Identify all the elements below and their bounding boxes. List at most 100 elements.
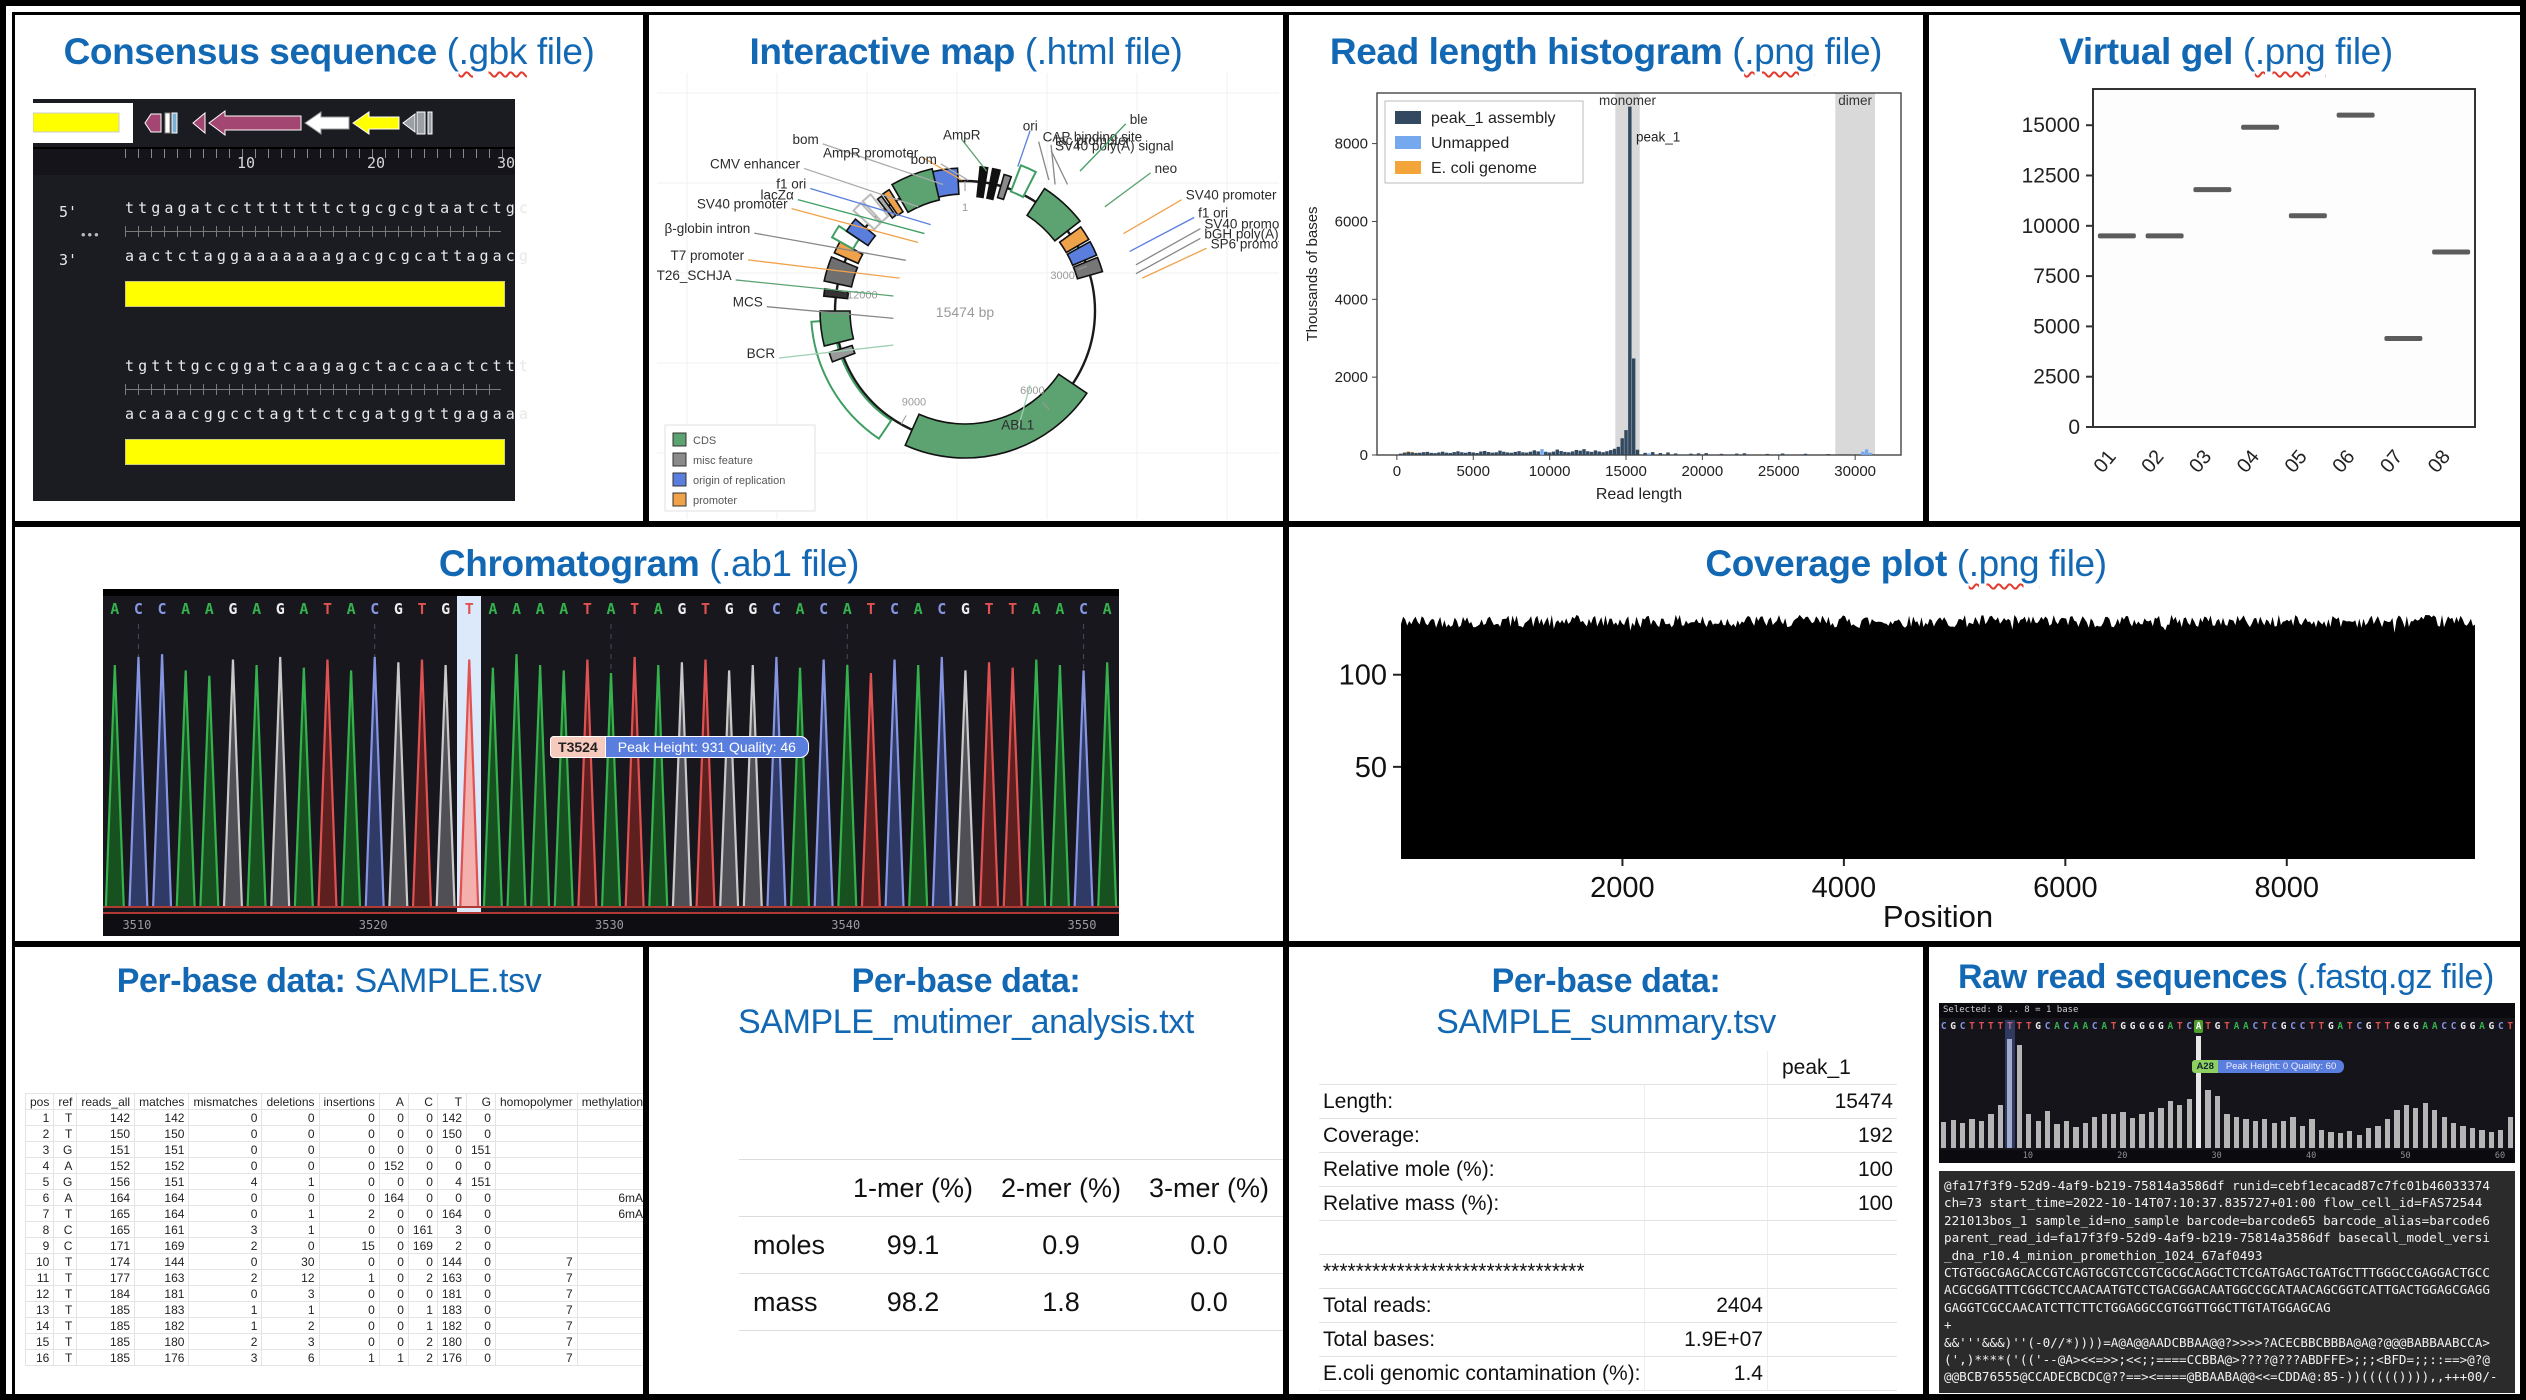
base-call: G — [2148, 1021, 2155, 1032]
table-cell: 7 — [494, 1253, 578, 1270]
svg-text:GST26_SCHJA: GST26_SCHJA — [657, 268, 732, 283]
quality-bar — [2422, 1103, 2428, 1148]
quality-bar — [2205, 1089, 2211, 1148]
svg-text:08: 08 — [2424, 446, 2455, 477]
axis-label: 20 — [2117, 1151, 2128, 1161]
table-cell: 0 — [318, 1253, 380, 1270]
table-cell: 0 — [436, 1189, 467, 1206]
base-call: C — [2299, 1021, 2306, 1032]
table-cell: 184 — [76, 1285, 136, 1302]
table-cell: 0 — [261, 1109, 320, 1126]
table-cell: 2 — [436, 1237, 467, 1254]
table-cell: 142 — [134, 1109, 190, 1126]
table-cell — [494, 1173, 578, 1190]
table-row: 11 T 177 163 2 12 1 0 2 163 0 7 — [24, 1269, 643, 1286]
base-call: A — [2233, 1021, 2240, 1032]
column-header: mismatches — [188, 1093, 263, 1110]
table-cell: 0 — [318, 1285, 380, 1302]
table-cell: 171 — [76, 1237, 136, 1254]
base-call: T — [1978, 1021, 1985, 1032]
read-length-histogram-chart: monomer dimer 0 2000 4000 6000 8000 0 5000 10000 1… — [1304, 92, 1902, 503]
table-cell: A — [53, 1189, 78, 1206]
quality-bar — [2347, 1131, 2353, 1148]
table-cell: 0 — [407, 1157, 438, 1174]
panel-consensus-sequence: Consensus sequence (.gbk file) 10 20 — [12, 12, 646, 524]
table-cell: 2404 — [1644, 1288, 1768, 1323]
table-cell: 0 — [318, 1189, 380, 1206]
base-call: A — [842, 600, 852, 618]
svg-text:SV40 promoter: SV40 promoter — [1204, 217, 1279, 232]
base-call: G — [393, 600, 403, 618]
svg-text:2500: 2500 — [2033, 366, 2080, 389]
quality-bar — [2384, 1118, 2391, 1148]
base-call: A — [2193, 1020, 2204, 1033]
base-call: C — [2271, 1021, 2278, 1032]
svg-text:bom: bom — [792, 132, 818, 147]
file-extension: .png — [1744, 31, 1815, 72]
table-cell: 165 — [76, 1205, 136, 1222]
table-cell — [494, 1205, 578, 1222]
table-cell: Relative mole (%): — [1319, 1152, 1645, 1187]
base-call: C — [2441, 1021, 2448, 1032]
svg-text:AmpR promoter: AmpR promoter — [823, 145, 919, 160]
base-call: T — [700, 600, 711, 618]
base-call: G — [2488, 1021, 2495, 1032]
quality-bar — [2044, 1111, 2051, 1148]
quality-bar — [2271, 1123, 2277, 1148]
axis-label: 30 — [2211, 1151, 2222, 1161]
quality-bar — [2450, 1123, 2457, 1148]
column-header — [1645, 1051, 1767, 1085]
coverage-chart: 2000 4000 6000 8000 50 100 Position — [1339, 614, 2475, 933]
base-call: T — [2375, 1021, 2381, 1032]
svg-text:f1 ori: f1 ori — [1198, 205, 1228, 220]
table-cell: 0 — [318, 1301, 380, 1318]
table-cell: 1 — [188, 1301, 263, 1318]
base-call: A — [1102, 600, 1112, 618]
base-call: T — [2507, 1021, 2514, 1032]
table-cell: 0.0 — [1135, 1273, 1283, 1331]
svg-text:20000: 20000 — [1682, 463, 1724, 480]
svg-text:12500: 12500 — [2022, 165, 2080, 188]
base-call: T — [582, 600, 592, 618]
axis-label: 3520 — [358, 918, 388, 932]
quality-bar — [2479, 1130, 2485, 1148]
quality-bar — [2186, 1098, 2192, 1148]
tooltip-base-id: T3524 — [550, 735, 606, 758]
svg-text:04: 04 — [2233, 446, 2264, 477]
base-call: A — [2167, 1021, 2174, 1032]
base-call: A — [110, 600, 120, 618]
base-call: A — [346, 600, 356, 618]
table-cell — [576, 1141, 643, 1158]
axis-label: 3510 — [122, 918, 152, 932]
table-cell — [494, 1141, 578, 1158]
quality-bar — [2101, 1114, 2107, 1148]
table-row — [1319, 1220, 1897, 1255]
svg-text:f1 ori: f1 ori — [776, 177, 806, 192]
table-cell: 0 — [465, 1301, 496, 1318]
table-cell: 169 — [134, 1237, 190, 1254]
base-call: T — [2318, 1021, 2325, 1032]
svg-text:SV40 promoter: SV40 promoter — [1186, 188, 1277, 203]
panel-interactive-map: Interactive map (.html file) 1 3000 6000 90… — [646, 12, 1286, 524]
svg-text:neo: neo — [1155, 161, 1178, 176]
svg-text:lacZα: lacZα — [761, 188, 795, 203]
table-cell: 4 — [24, 1157, 55, 1174]
axis-label: 3550 — [1067, 918, 1097, 932]
svg-text:Position: Position — [1883, 899, 1993, 933]
panel-title: Raw read sequences (.fastq.gz file) — [1958, 958, 2494, 996]
table-cell — [576, 1317, 643, 1334]
table-cell: 0 — [378, 1285, 409, 1302]
position-axis: 3510 3520 3530 3540 3550 — [103, 912, 1119, 936]
table-cell: T — [53, 1301, 78, 1318]
base-call: T — [2309, 1021, 2315, 1032]
sequence-bottom-1: aactctaggaaaaaaagacgcgcattagacg — [125, 247, 533, 265]
base-call: A — [2054, 1021, 2060, 1032]
quality-bar — [2243, 1118, 2249, 1148]
table-cell — [576, 1285, 643, 1302]
table-cell: 1 — [261, 1301, 320, 1318]
table-cell: 185 — [76, 1301, 136, 1318]
table-cell: 1 — [378, 1349, 409, 1366]
table-row: Total bases: 1.9E+07 — [1319, 1322, 1897, 1357]
